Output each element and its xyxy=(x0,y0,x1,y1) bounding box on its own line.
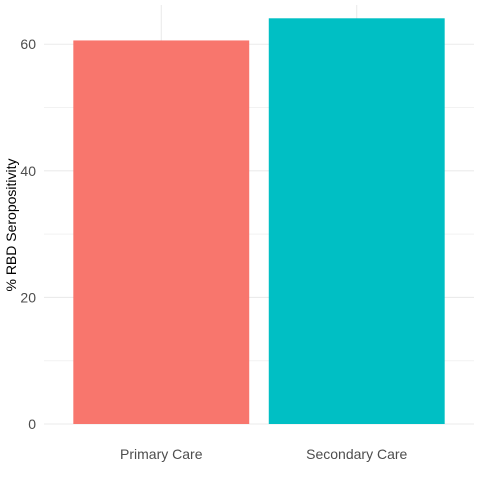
bar-secondary-care xyxy=(268,18,445,425)
y-tick-label: 40 xyxy=(20,163,36,179)
y-tick-label: 60 xyxy=(20,36,36,52)
bar-primary-care xyxy=(73,40,250,425)
x-tick-label: Secondary Care xyxy=(306,446,407,462)
y-axis-title: % RBD Seropositivity xyxy=(3,158,19,291)
x-tick-label: Primary Care xyxy=(120,446,203,462)
y-tick-labels: 0 20 40 60 xyxy=(20,36,36,432)
y-tick-label: 20 xyxy=(20,289,36,305)
x-tick-labels: Primary Care Secondary Care xyxy=(120,446,407,462)
bars xyxy=(73,18,445,425)
y-tick-label: 0 xyxy=(28,416,36,432)
